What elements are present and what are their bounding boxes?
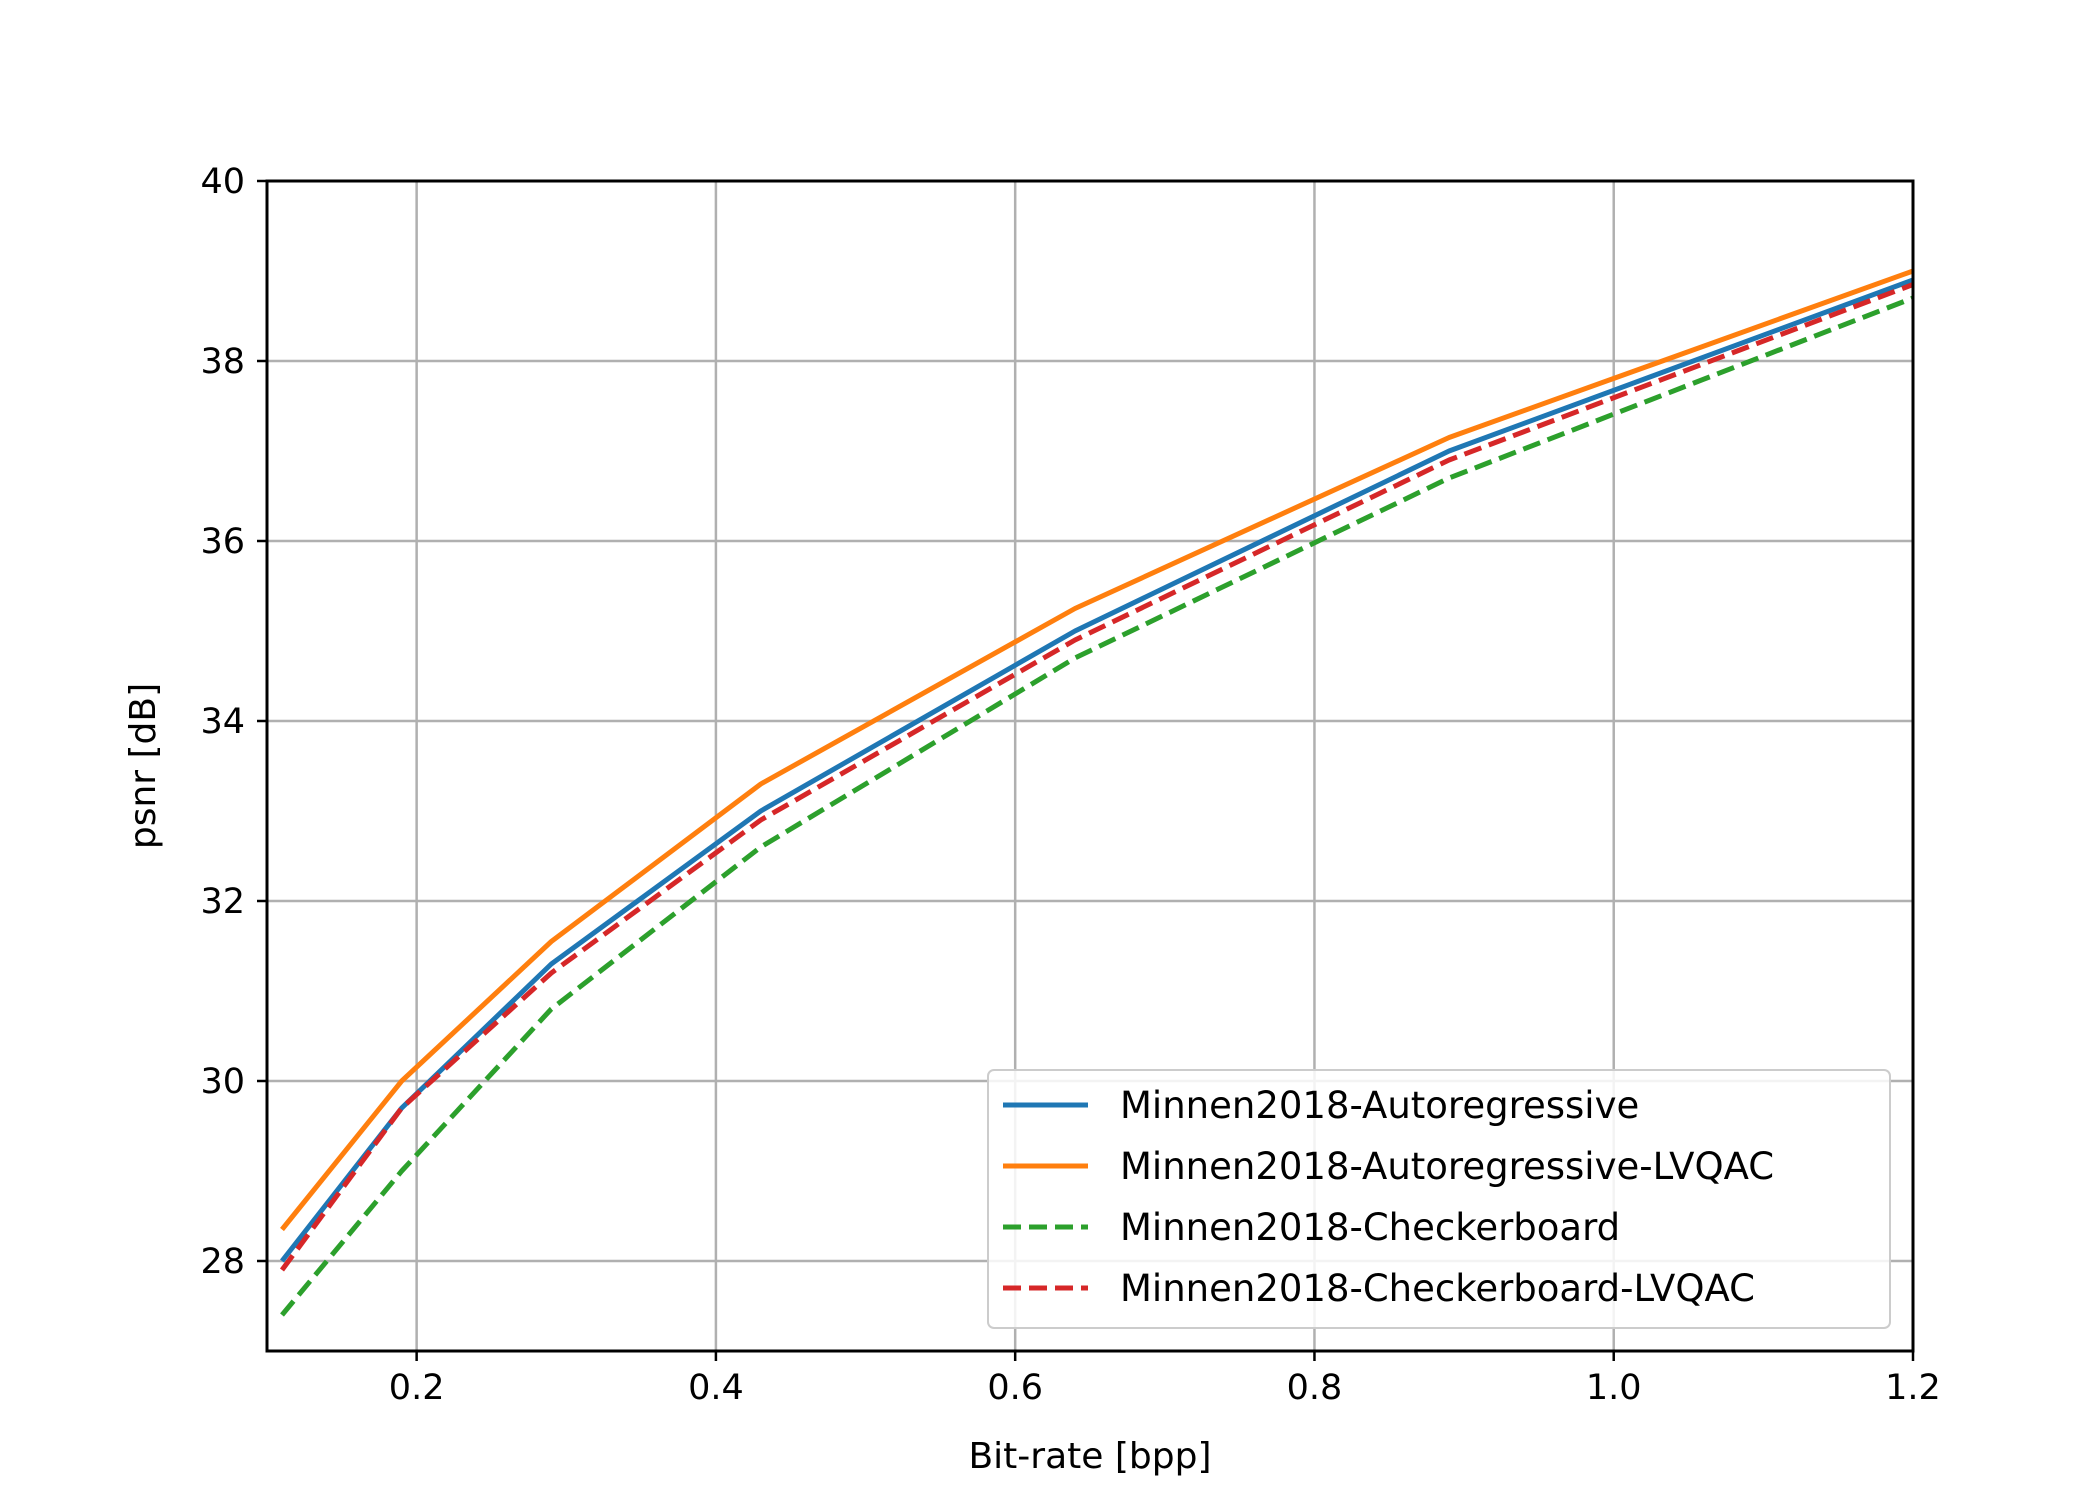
series-line-2 [280, 295, 1914, 1317]
series-line-0 [280, 277, 1914, 1263]
x-tick-label: 1.0 [1586, 1368, 1642, 1408]
series-layer [279, 268, 1914, 1317]
legend-label-checkerboard-lvqac: Minnen2018-Checkerboard-LVQAC [1120, 1267, 1755, 1310]
y-tick-label: 38 [200, 342, 245, 382]
grid [267, 179, 1915, 1351]
x-tick-label: 0.8 [1287, 1368, 1343, 1408]
series-line-1 [280, 268, 1914, 1232]
legend-label-checkerboard: Minnen2018-Checkerboard [1120, 1206, 1620, 1249]
x-axis-label: Bit-rate [bpp] [968, 1436, 1211, 1477]
y-tick-label: 40 [200, 162, 245, 202]
x-tick-label: 0.2 [389, 1368, 445, 1408]
legend-box [987, 1069, 1891, 1329]
y-tick-label: 34 [200, 702, 245, 742]
ticks: 0.2 0.4 0.6 0.8 1.0 1.2 28 30 32 34 36 38 40 [200, 162, 1940, 1408]
series-line-3 [279, 282, 1914, 1272]
x-tick-label: 1.2 [1885, 1368, 1941, 1408]
legend-label-autoregressive-lvqac: Minnen2018-Autoregressive-LVQAC [1120, 1145, 1774, 1188]
y-tick-label: 36 [200, 522, 245, 562]
legend: Minnen2018-Autoregressive Minnen2018-Aut… [987, 1069, 1891, 1329]
x-tick-label: 0.6 [987, 1368, 1043, 1408]
y-tick-label: 30 [200, 1062, 245, 1102]
y-axis-label: psnr [dB] [123, 683, 164, 849]
legend-label-autoregressive: Minnen2018-Autoregressive [1120, 1084, 1639, 1127]
plot-frame [265, 179, 1915, 1353]
x-tick-label: 0.4 [688, 1368, 744, 1408]
y-tick-label: 32 [200, 882, 245, 922]
y-tick-label: 28 [200, 1242, 245, 1282]
